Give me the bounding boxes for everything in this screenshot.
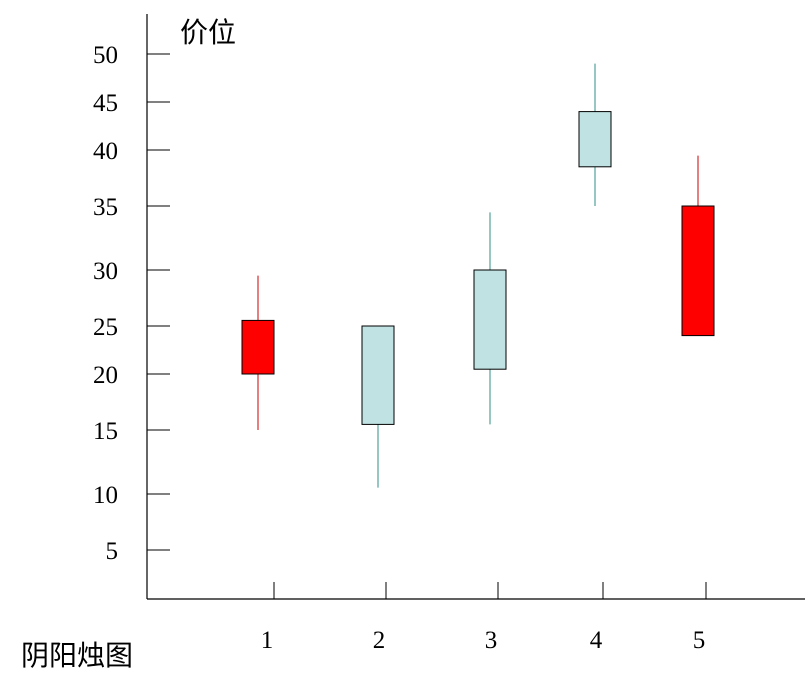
x-ticks: 1 2 3 4 5 xyxy=(261,582,707,654)
x-tick-label: 5 xyxy=(693,627,706,654)
y-tick-label: 50 xyxy=(93,42,118,69)
x-tick-label: 2 xyxy=(373,627,386,654)
y-tick-label: 45 xyxy=(93,90,118,117)
candle-body xyxy=(241,319,275,375)
y-tick-label: 25 xyxy=(93,314,118,341)
y-tick-label: 40 xyxy=(93,138,118,165)
candle-3 xyxy=(473,212,507,425)
candles xyxy=(241,63,715,488)
y-tick-label: 30 xyxy=(93,258,118,285)
candle-body xyxy=(473,269,507,370)
y-tick-label: 20 xyxy=(93,362,118,389)
candle-body xyxy=(578,111,612,168)
x-tick-label: 1 xyxy=(261,627,274,654)
y-tick-label: 10 xyxy=(93,482,118,509)
candle-4 xyxy=(578,63,612,206)
candle-body xyxy=(361,325,395,425)
y-axis-title: 价位 xyxy=(180,16,236,49)
candle-body xyxy=(681,205,715,337)
x-tick-label: 4 xyxy=(590,627,603,654)
x-tick-label: 3 xyxy=(485,627,498,654)
y-tick-label: 15 xyxy=(93,418,118,445)
y-ticks: 5 10 15 20 25 30 35 40 45 50 xyxy=(93,42,170,565)
candle-1 xyxy=(241,275,275,430)
y-tick-label: 35 xyxy=(93,194,118,221)
candle-2 xyxy=(361,325,395,488)
chart-caption: 阴阳烛图 xyxy=(21,639,133,672)
candle-5 xyxy=(681,155,715,337)
y-tick-label: 5 xyxy=(106,538,119,565)
